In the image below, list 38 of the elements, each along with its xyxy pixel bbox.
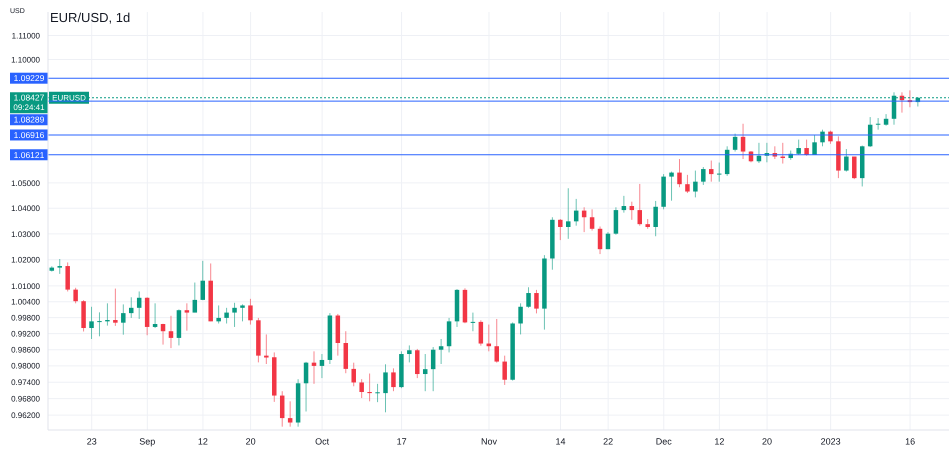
- y-tick-label: 0.98000: [11, 362, 41, 371]
- x-tick-label: 23: [86, 436, 97, 446]
- y-tick-label: 0.98600: [11, 346, 41, 355]
- ref-line-label: 1.06121: [14, 150, 45, 160]
- y-tick-label: 1.01000: [11, 282, 41, 291]
- y-tick-label: 1.05000: [11, 178, 41, 188]
- x-tick-label: 2023: [820, 436, 841, 446]
- text: 09:24:41: [13, 103, 46, 112]
- chart-title: EUR/USD, 1d: [50, 10, 130, 25]
- ref-line-label: 1.09229: [14, 73, 45, 84]
- ref-line-label: 1.06916: [14, 130, 45, 140]
- x-tick-label: 12: [714, 436, 724, 446]
- x-tick-label: 16: [905, 436, 916, 446]
- x-tick-label: Dec: [656, 436, 672, 446]
- ref-line-label: 1.08427: [14, 92, 45, 103]
- x-tick-label: Oct: [315, 436, 330, 446]
- y-tick-label: 0.99800: [11, 313, 41, 322]
- y-tick-label: 0.99200: [11, 329, 41, 338]
- y-tick-label: 1.00400: [11, 298, 41, 307]
- x-tick-label: 20: [762, 436, 772, 446]
- y-tick-label: 1.11000: [12, 31, 41, 40]
- y-tick-label: 0.97400: [11, 378, 41, 388]
- y-tick-label: 1.10000: [11, 55, 41, 64]
- x-tick-label: 12: [198, 436, 208, 446]
- x-tick-label: Nov: [480, 436, 498, 446]
- annotation: EURUSD: [52, 94, 86, 103]
- y-tick-label: 0.96800: [11, 394, 41, 404]
- ref-line-label: 1.08289: [14, 114, 45, 125]
- x-tick-label: 14: [555, 436, 566, 446]
- y-tick-label: 1.03000: [11, 230, 41, 239]
- x-tick-label: Sep: [139, 436, 156, 446]
- y-tick-label: 1.02000: [11, 256, 41, 265]
- y-tick-label: 0.96200: [11, 410, 41, 420]
- x-tick-label: 17: [396, 436, 407, 446]
- x-tick-label: 20: [246, 436, 256, 446]
- candlestick: [852, 156, 857, 180]
- x-tick-label: 22: [603, 436, 614, 446]
- y-tick-label: 1.04000: [11, 204, 41, 214]
